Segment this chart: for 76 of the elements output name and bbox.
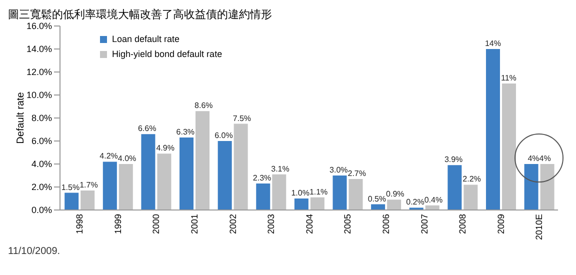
bar [64, 192, 79, 210]
bar [310, 197, 324, 210]
legend-label: Loan default rate [112, 33, 180, 46]
x-tick-label: 1998 [74, 214, 85, 234]
bar [332, 176, 347, 210]
text: 11/10/2009. [8, 246, 62, 257]
bar [118, 164, 133, 210]
legend-label: High-yield bond default rate [112, 48, 222, 61]
data-label: 2.2% [462, 174, 481, 184]
data-label: 6.6% [138, 124, 156, 134]
y-tick-label: 0.0% [31, 205, 52, 216]
bar [486, 49, 500, 210]
data-label: 6.0% [214, 131, 233, 140]
bar [157, 154, 172, 210]
x-tick-label: 2009 [496, 214, 506, 234]
bar [464, 184, 478, 210]
x-tick-label: 2010E [534, 214, 544, 240]
chart-title: 圖三寬鬆的低利率環境大幅改善了高收益債的違約情形 [8, 8, 273, 22]
data-label: 2.3% [252, 174, 272, 183]
data-label: 14% [484, 39, 501, 48]
x-tick-label: 2004 [304, 214, 314, 234]
x-tick-label: 2007 [419, 214, 430, 234]
bar [102, 162, 117, 210]
data-label: 4% [539, 154, 551, 163]
bar [196, 111, 210, 210]
bar [502, 84, 516, 210]
y-tick-label: 6.0% [31, 136, 52, 146]
y-tick-label: 8.0% [31, 113, 52, 124]
data-label: 4.2% [100, 152, 118, 161]
data-label: 3.9% [444, 155, 463, 164]
data-label: 1.1% [309, 187, 328, 196]
x-tick-label: 2008 [458, 214, 468, 234]
x-tick-label: 2001 [189, 214, 200, 234]
bar [234, 124, 248, 210]
data-label: 11% [500, 74, 516, 82]
data-label: 3.1% [271, 164, 290, 174]
bar [256, 184, 270, 210]
data-label: 1.0% [291, 188, 310, 198]
bar [348, 178, 363, 210]
data-label: 8.6% [194, 101, 213, 110]
data-label: 0.2% [406, 198, 424, 207]
data-label: 7.5% [232, 114, 252, 123]
bar [540, 164, 554, 210]
y-tick-label: 2.0% [31, 182, 52, 192]
data-label: 6.3% [176, 128, 195, 137]
bar [387, 200, 402, 210]
x-tick-label: 2003 [266, 214, 276, 234]
data-label: 1.5% [61, 182, 80, 192]
bar [180, 138, 194, 210]
bar [294, 198, 308, 210]
x-tick-label: 2005 [342, 214, 353, 234]
y-tick-label: 14.0% [26, 44, 52, 54]
y-tick-label: 10.0% [26, 90, 52, 100]
y-tick-label: 12.0% [26, 67, 52, 78]
x-tick-label: 2002 [228, 214, 238, 234]
data-label: 4.0% [118, 154, 136, 163]
data-label: 4.9% [156, 144, 174, 153]
x-tick-label: 2006 [381, 214, 392, 234]
y-tick-label: 16.0% [26, 21, 52, 32]
bar [141, 134, 156, 210]
data-label: 0.4% [424, 195, 443, 204]
data-label: 4% [528, 154, 540, 163]
data-label: 3.0% [330, 166, 348, 174]
bar [272, 174, 286, 210]
y-tick-label: 4.0% [31, 159, 52, 170]
bar [524, 164, 538, 210]
bar [448, 165, 462, 210]
x-tick-label: 2000 [151, 214, 162, 234]
bar [218, 141, 232, 210]
data-label: 0.5% [368, 194, 386, 204]
data-label: 1.7% [80, 180, 98, 190]
bar [80, 190, 95, 210]
data-label: 0.9% [386, 190, 404, 199]
y-axis-title: Default rate [16, 92, 27, 144]
data-label: 2.7% [348, 168, 366, 178]
x-tick-label: 1999 [112, 214, 123, 234]
